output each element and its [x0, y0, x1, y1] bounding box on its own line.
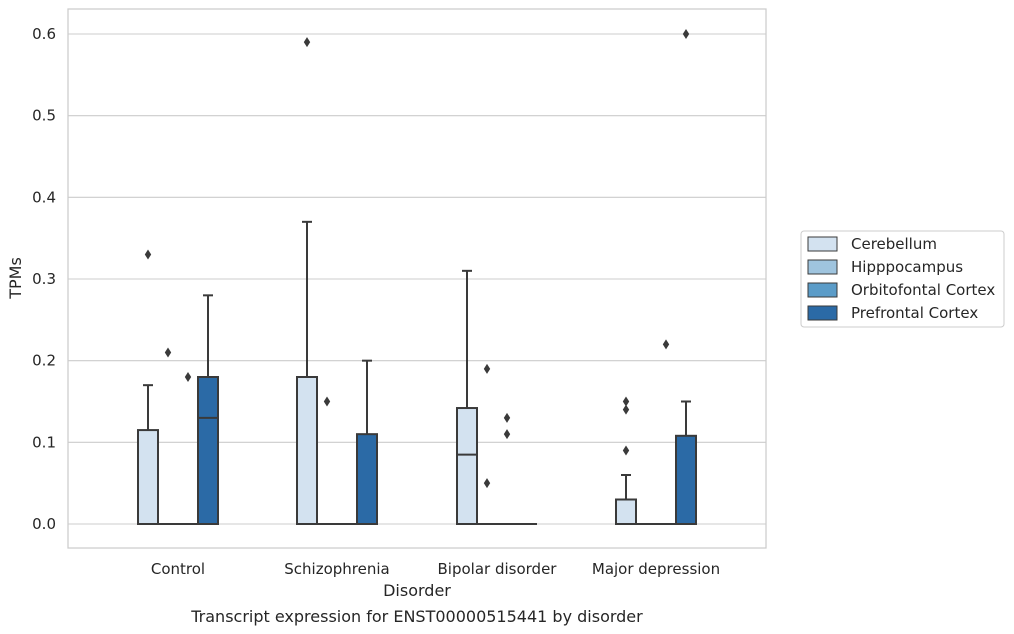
box-prefrontal-cortex — [197, 294, 219, 525]
box-cerebellum — [456, 269, 478, 525]
y-tick-label: 0.2 — [32, 352, 56, 370]
boxes — [137, 29, 697, 526]
legend-label: Hipppocampus — [851, 258, 963, 276]
box-cerebellum — [615, 396, 637, 525]
x-axis-ticks: Control Schizophrenia Bipolar disorder Majo… — [151, 560, 720, 578]
x-axis-label: Disorder — [383, 581, 451, 600]
box-body — [456, 407, 478, 525]
plot-area-frame — [67, 8, 767, 549]
outlier-point — [144, 249, 152, 260]
legend-swatch — [807, 305, 838, 321]
outlier-point — [622, 404, 630, 415]
outlier-point — [682, 29, 690, 39]
outlier-point — [483, 363, 491, 374]
legend-swatch — [807, 236, 838, 252]
outlier-point — [503, 412, 511, 423]
box-body — [675, 434, 697, 525]
gridlines — [68, 33, 766, 525]
box-body — [197, 376, 219, 525]
outlier-point — [323, 396, 331, 407]
y-tick-label: 0.6 — [32, 25, 56, 43]
y-tick-label: 0.5 — [32, 107, 56, 125]
x-tick-label: Bipolar disorder — [438, 560, 558, 578]
box-orbitofontal-cortex — [497, 412, 517, 525]
box-prefrontal-cortex — [356, 359, 378, 525]
box-body — [356, 433, 378, 525]
legend-label: Orbitofontal Cortex — [851, 281, 995, 299]
outlier-point — [303, 37, 311, 48]
y-tick-label: 0.4 — [32, 188, 56, 206]
x-tick-label: Control — [151, 560, 205, 578]
chart-caption: Transcript expression for ENST0000051544… — [190, 607, 643, 626]
outlier-point — [483, 478, 491, 489]
box-cerebellum — [137, 249, 159, 526]
box-orbitofontal-cortex — [656, 339, 676, 525]
legend: Cerebellum Hipppocampus Orbitofontal Corte… — [800, 230, 1005, 328]
outlier-point — [622, 396, 630, 407]
outlier-point — [184, 372, 192, 382]
legend-frame — [800, 230, 1005, 328]
y-tick-label: 0.0 — [32, 515, 56, 533]
y-axis-ticks: 0.0 0.1 0.2 0.3 0.4 0.5 0.6 — [32, 25, 56, 533]
outlier-point — [622, 445, 630, 456]
legend-swatch — [807, 282, 838, 298]
outlier-point — [503, 429, 511, 440]
y-tick-label: 0.3 — [32, 270, 56, 288]
x-tick-label: Schizophrenia — [284, 560, 389, 578]
box-body — [296, 376, 318, 525]
x-tick-label: Major depression — [592, 560, 720, 578]
legend-label: Prefrontal Cortex — [851, 304, 978, 322]
box-hipppocampus — [158, 347, 178, 525]
box-prefrontal-cortex — [675, 29, 697, 525]
box-hipppocampus — [477, 363, 497, 525]
box-cerebellum — [296, 37, 318, 525]
legend-swatch — [807, 259, 838, 275]
box-hipppocampus — [317, 396, 337, 525]
box-body — [615, 498, 637, 525]
y-tick-label: 0.1 — [32, 433, 56, 451]
box-body — [137, 429, 159, 526]
outlier-point — [164, 347, 172, 358]
box-orbitofontal-cortex — [178, 372, 198, 525]
legend-label: Cerebellum — [851, 235, 937, 253]
y-axis-label: TPMs — [6, 257, 25, 300]
outlier-point — [662, 339, 670, 350]
